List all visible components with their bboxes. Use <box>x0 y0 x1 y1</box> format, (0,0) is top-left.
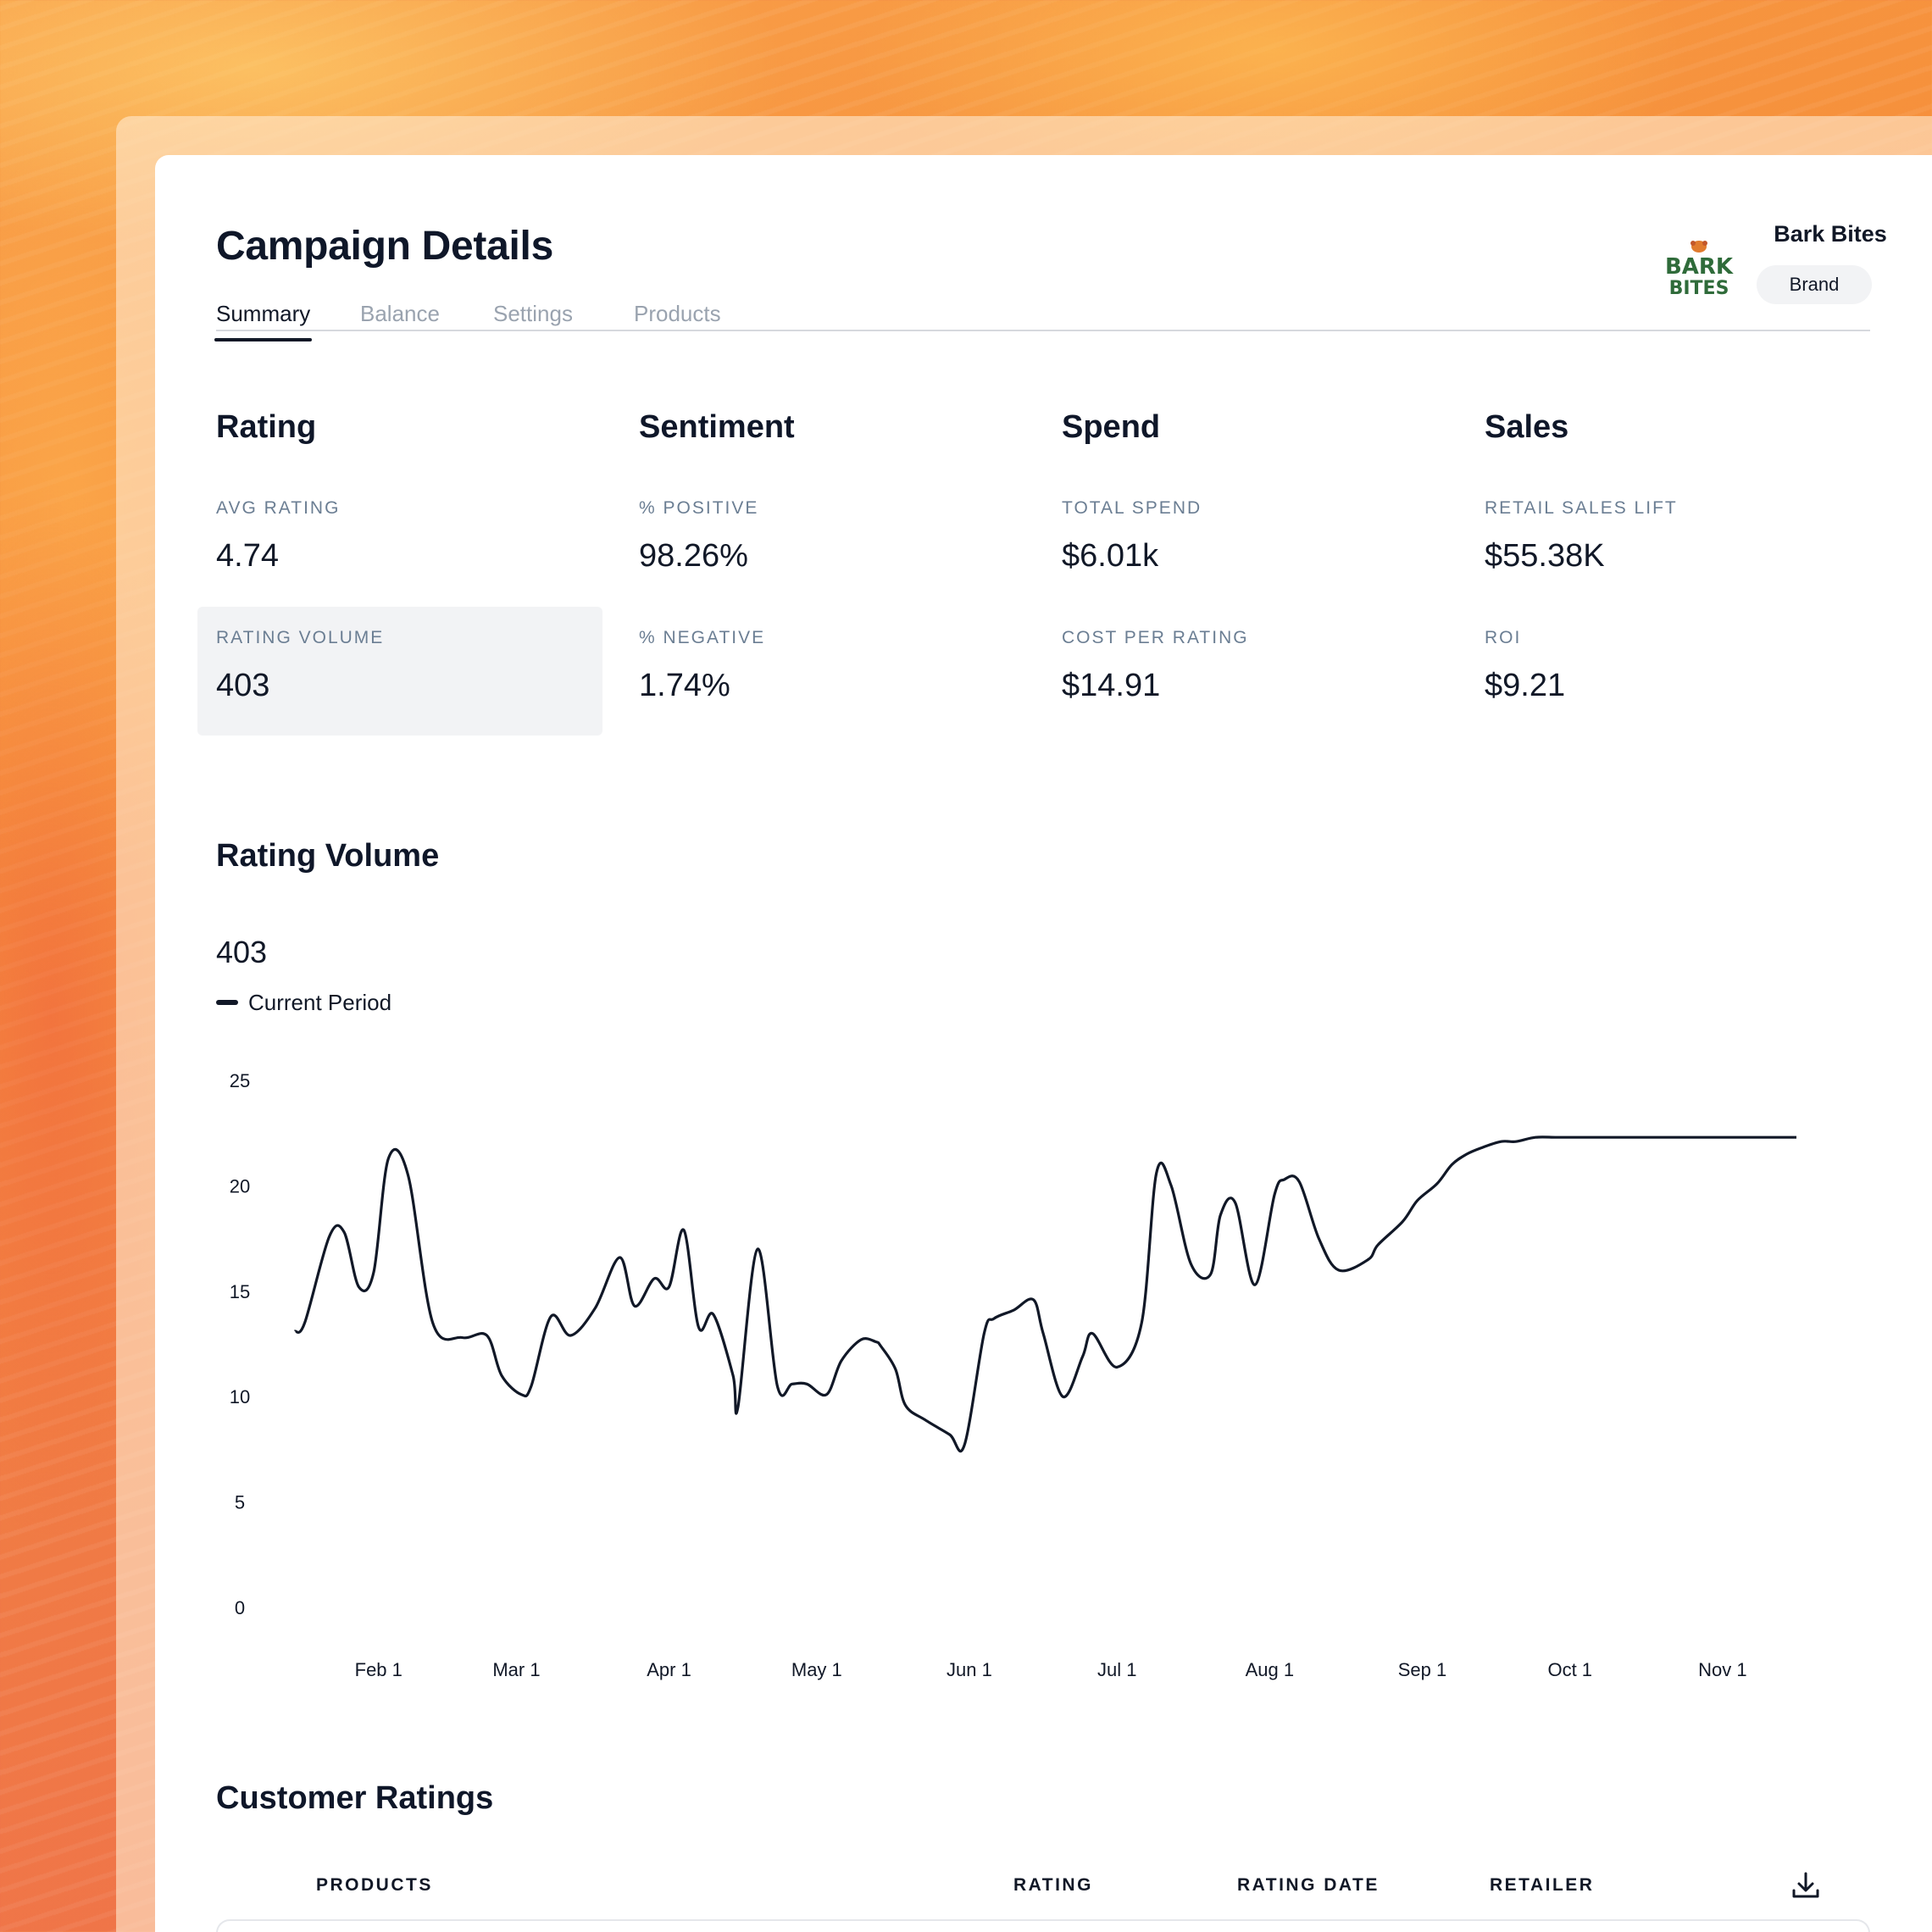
ratings-table-header: PRODUCTS RATING RATING DATE RETAILER <box>216 1875 1870 1909</box>
metric-value: 1.74% <box>639 668 730 703</box>
x-tick-label: Sep 1 <box>1398 1659 1447 1680</box>
column-header-rating-date[interactable]: RATING DATE <box>1237 1875 1380 1895</box>
metric-group-sentiment: Sentiment % POSITIVE 98.26% % NEGATIVE 1… <box>639 409 1046 703</box>
tab-settings[interactable]: Settings <box>493 301 573 326</box>
metric-value: 4.74 <box>216 538 279 574</box>
y-tick-label: 25 <box>230 1070 250 1091</box>
y-tick-label: 5 <box>235 1492 245 1513</box>
metric-label: AVG RATING <box>216 498 341 518</box>
column-header-rating[interactable]: RATING <box>1013 1875 1093 1895</box>
metric-value: $14.91 <box>1062 668 1161 703</box>
y-tick-label: 0 <box>235 1597 245 1618</box>
metric-group-sales: Sales RETAIL SALES LIFT $55.38K ROI $9.2… <box>1485 409 1891 703</box>
x-tick-label: Oct 1 <box>1547 1659 1592 1680</box>
metric-cost-per-rating[interactable]: COST PER RATING $14.91 <box>1043 607 1448 736</box>
brand-type-badge: Brand <box>1757 265 1872 304</box>
tab-balance[interactable]: Balance <box>360 301 440 326</box>
x-tick-label: Apr 1 <box>647 1659 691 1680</box>
metric-value: 403 <box>216 668 270 703</box>
brand-logo-bottom-text: BITES <box>1669 278 1729 299</box>
column-header-retailer[interactable]: RETAILER <box>1490 1875 1595 1895</box>
metric-value: $9.21 <box>1485 668 1566 703</box>
metric-group-title: Spend <box>1062 409 1161 445</box>
rating-volume-title: Rating Volume <box>216 838 440 874</box>
metric-label: RETAIL SALES LIFT <box>1485 498 1678 518</box>
metric-negative[interactable]: % NEGATIVE 1.74% <box>620 607 1025 736</box>
x-tick-label: Aug 1 <box>1246 1659 1295 1680</box>
metric-value: 98.26% <box>639 538 748 574</box>
series-line-current-period <box>293 1135 1796 1453</box>
metric-rating-volume[interactable]: RATING VOLUME 403 <box>197 607 602 736</box>
metric-group-title: Sales <box>1485 409 1569 445</box>
rating-volume-total: 403 <box>216 935 268 969</box>
metric-label: % POSITIVE <box>639 498 759 518</box>
brand-logo: BARK BITES <box>1665 241 1734 299</box>
brand-logo-top-text: BARK <box>1665 254 1734 280</box>
metric-retail-sales-lift[interactable]: RETAIL SALES LIFT $55.38K <box>1466 477 1871 606</box>
metric-group-spend: Spend TOTAL SPEND $6.01k COST PER RATING… <box>1062 409 1468 703</box>
page-title: Campaign Details <box>216 224 553 269</box>
metric-group-title: Rating <box>216 409 317 445</box>
x-tick-label: Feb 1 <box>355 1659 402 1680</box>
metric-avg-rating[interactable]: AVG RATING 4.74 <box>197 477 602 606</box>
x-tick-label: Jun 1 <box>947 1659 992 1680</box>
metric-label: TOTAL SPEND <box>1062 498 1202 518</box>
tab-summary[interactable]: Summary <box>214 301 313 341</box>
metric-roi[interactable]: ROI $9.21 <box>1466 607 1871 736</box>
x-tick-label: Mar 1 <box>492 1659 540 1680</box>
y-tick-label: 15 <box>230 1281 250 1302</box>
tab-products[interactable]: Products <box>634 301 721 326</box>
x-tick-label: Nov 1 <box>1698 1659 1746 1680</box>
tab-bar: Summary Balance Settings Products <box>214 301 1870 341</box>
download-icon[interactable] <box>1789 1868 1823 1902</box>
legend-label: Current Period <box>248 990 392 1015</box>
metric-label: ROI <box>1485 628 1522 647</box>
column-header-products[interactable]: PRODUCTS <box>316 1875 433 1895</box>
metric-label: % NEGATIVE <box>639 628 766 647</box>
x-tick-label: Jul 1 <box>1097 1659 1136 1680</box>
metric-value: $6.01k <box>1062 538 1159 574</box>
legend-swatch <box>216 1000 238 1005</box>
campaign-card: Campaign Details Summary Balance Setting… <box>155 155 1932 1932</box>
metric-label: RATING VOLUME <box>216 628 385 647</box>
x-tick-label: May 1 <box>791 1659 842 1680</box>
metric-group-rating: Rating AVG RATING 4.74 RATING VOLUME 403 <box>197 409 623 736</box>
metric-total-spend[interactable]: TOTAL SPEND $6.01k <box>1043 477 1448 606</box>
y-tick-label: 20 <box>230 1175 250 1196</box>
ratings-table-body <box>216 1919 1870 1932</box>
metric-label: COST PER RATING <box>1062 628 1249 647</box>
brand-name: Bark Bites <box>1774 221 1887 247</box>
customer-ratings-title: Customer Ratings <box>216 1780 494 1816</box>
metric-positive[interactable]: % POSITIVE 98.26% <box>620 477 1025 606</box>
y-tick-label: 10 <box>230 1386 250 1407</box>
metric-value: $55.38K <box>1485 538 1605 574</box>
metric-group-title: Sentiment <box>639 409 795 445</box>
